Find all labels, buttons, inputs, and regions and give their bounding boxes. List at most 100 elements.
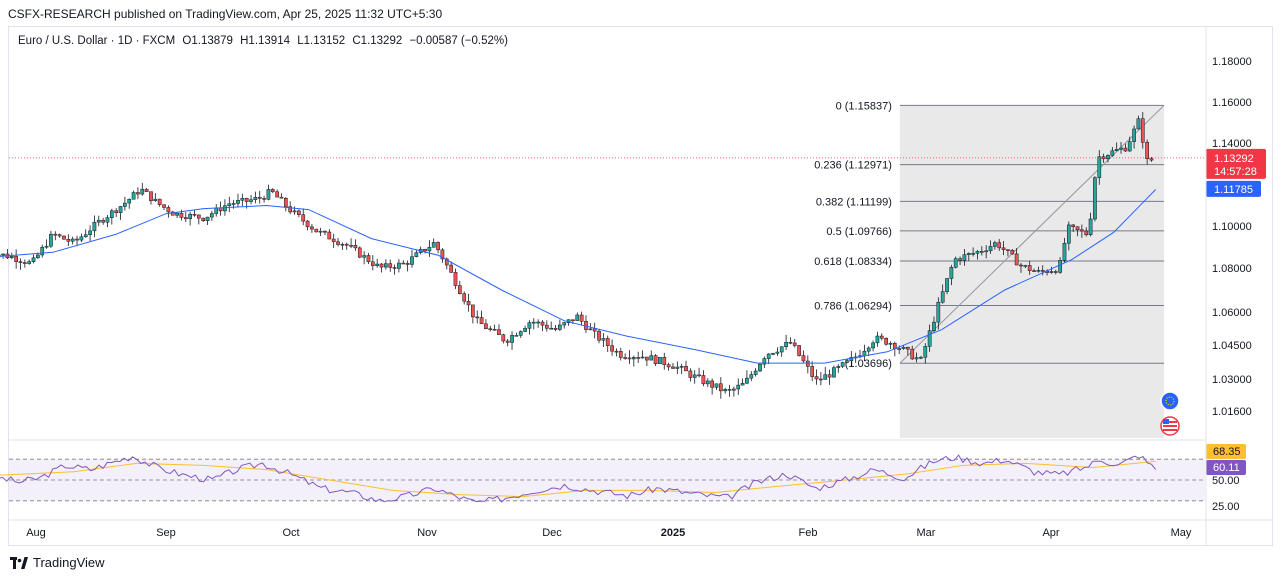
candle-up[interactable] bbox=[362, 255, 366, 258]
candle-down[interactable] bbox=[505, 340, 510, 343]
candle-up[interactable] bbox=[214, 207, 219, 214]
candle-up[interactable] bbox=[658, 357, 662, 364]
candle-up[interactable] bbox=[410, 256, 414, 265]
fib-retracement-zone[interactable] bbox=[899, 105, 1165, 439]
candle-up[interactable] bbox=[936, 301, 941, 323]
candle-down[interactable] bbox=[684, 366, 688, 372]
candle-up[interactable] bbox=[601, 338, 606, 341]
candle-down[interactable] bbox=[1006, 249, 1010, 251]
candle-down[interactable] bbox=[53, 233, 58, 236]
candle-up[interactable] bbox=[153, 198, 158, 202]
last-price-tag[interactable] bbox=[1206, 148, 1266, 179]
candle-down[interactable] bbox=[497, 329, 501, 335]
candle-up[interactable] bbox=[105, 217, 110, 223]
candle-up[interactable] bbox=[875, 335, 880, 344]
candle-down[interactable] bbox=[405, 263, 410, 265]
candle-down[interactable] bbox=[179, 212, 184, 218]
candle-down[interactable] bbox=[701, 375, 706, 385]
candle-up[interactable] bbox=[753, 370, 758, 375]
candle-down[interactable] bbox=[466, 300, 471, 306]
candle-up[interactable] bbox=[862, 350, 867, 356]
candle-down[interactable] bbox=[688, 370, 693, 378]
candle-up[interactable] bbox=[1093, 177, 1097, 220]
candle-down[interactable] bbox=[457, 285, 462, 294]
candle-up[interactable] bbox=[31, 257, 36, 262]
candle-down[interactable] bbox=[192, 213, 197, 216]
candle-up[interactable] bbox=[714, 383, 719, 388]
candle-down[interactable] bbox=[610, 345, 614, 352]
candle-down[interactable] bbox=[440, 249, 445, 260]
candle-down[interactable] bbox=[288, 206, 293, 213]
rsi-signal-tag[interactable] bbox=[1206, 444, 1246, 459]
candle-down[interactable] bbox=[479, 317, 484, 325]
candle-up[interactable] bbox=[79, 236, 84, 241]
candle-up[interactable] bbox=[44, 245, 49, 248]
candle-up[interactable] bbox=[1106, 155, 1110, 160]
candle-down[interactable] bbox=[827, 374, 832, 378]
candle-up[interactable] bbox=[92, 221, 97, 232]
candle-up[interactable] bbox=[845, 360, 849, 363]
candle-up[interactable] bbox=[1066, 224, 1071, 244]
candle-up[interactable] bbox=[1, 253, 5, 256]
candle-down[interactable] bbox=[444, 258, 449, 266]
candle-down[interactable] bbox=[810, 366, 815, 377]
candle-down[interactable] bbox=[1140, 118, 1145, 143]
candle-down[interactable] bbox=[66, 239, 71, 242]
candle-up[interactable] bbox=[223, 205, 227, 212]
candle-down[interactable] bbox=[1075, 226, 1080, 231]
candle-down[interactable] bbox=[1010, 250, 1015, 255]
rsi-value-tag[interactable] bbox=[1206, 460, 1246, 475]
candle-down[interactable] bbox=[22, 262, 27, 264]
eu-event-icon[interactable] bbox=[1160, 391, 1180, 411]
candle-down[interactable] bbox=[697, 374, 701, 377]
candle-up[interactable] bbox=[679, 366, 684, 368]
candle-up[interactable] bbox=[514, 335, 519, 337]
candle-down[interactable] bbox=[62, 235, 66, 240]
candle-down[interactable] bbox=[462, 293, 467, 302]
candle-up[interactable] bbox=[1132, 128, 1136, 142]
candle-up[interactable] bbox=[740, 382, 745, 386]
candle-up[interactable] bbox=[692, 374, 697, 378]
candle-up[interactable] bbox=[414, 252, 419, 257]
candle-up[interactable] bbox=[631, 357, 636, 360]
candle-up[interactable] bbox=[784, 342, 788, 348]
candle-down[interactable] bbox=[1101, 156, 1106, 160]
candle-up[interactable] bbox=[1049, 271, 1054, 273]
candle-up[interactable] bbox=[527, 322, 532, 329]
candle-up[interactable] bbox=[397, 262, 401, 269]
candle-up[interactable] bbox=[745, 377, 749, 384]
candle-down[interactable] bbox=[1019, 264, 1023, 267]
candle-down[interactable] bbox=[453, 272, 458, 286]
moving-average-line[interactable] bbox=[0, 189, 1157, 364]
candle-up[interactable] bbox=[523, 328, 527, 332]
candle-up[interactable] bbox=[127, 199, 132, 204]
candle-up[interactable] bbox=[83, 234, 88, 238]
candle-up[interactable] bbox=[27, 261, 32, 264]
candle-down[interactable] bbox=[805, 360, 810, 367]
candle-up[interactable] bbox=[131, 192, 136, 200]
candle-up[interactable] bbox=[1036, 270, 1041, 272]
candle-down[interactable] bbox=[653, 355, 658, 364]
candle-up[interactable] bbox=[558, 324, 562, 330]
candle-down[interactable] bbox=[436, 242, 440, 251]
candle-up[interactable] bbox=[836, 366, 841, 368]
candle-down[interactable] bbox=[544, 324, 549, 329]
candle-down[interactable] bbox=[801, 355, 806, 362]
candle-up[interactable] bbox=[640, 356, 645, 359]
candle-down[interactable] bbox=[379, 263, 384, 268]
candle-down[interactable] bbox=[1080, 229, 1084, 232]
candle-down[interactable] bbox=[623, 357, 627, 359]
legend-symbol[interactable]: Euro / U.S. Dollar · 1D · FXCM bbox=[18, 35, 176, 47]
candle-down[interactable] bbox=[488, 328, 493, 330]
candle-up[interactable] bbox=[109, 210, 114, 218]
candle-up[interactable] bbox=[549, 327, 554, 330]
candle-down[interactable] bbox=[906, 346, 910, 350]
candle-down[interactable] bbox=[553, 327, 558, 330]
candle-down[interactable] bbox=[592, 328, 597, 332]
candle-down[interactable] bbox=[244, 198, 249, 202]
candle-down[interactable] bbox=[370, 261, 375, 266]
candle-down[interactable] bbox=[471, 304, 475, 318]
candle-up[interactable] bbox=[775, 351, 780, 354]
candle-up[interactable] bbox=[384, 263, 388, 268]
candle-up[interactable] bbox=[562, 322, 567, 326]
